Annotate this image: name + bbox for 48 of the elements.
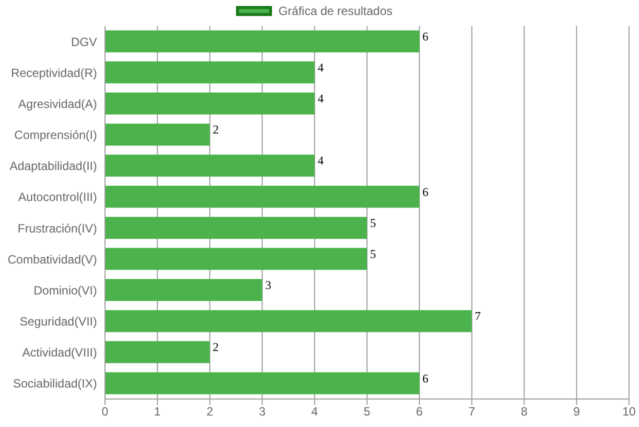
data-label: 6 [422,371,428,386]
x-tick-label: 1 [154,404,162,419]
bar [105,30,420,52]
bar [105,310,472,332]
data-label: 4 [318,60,324,74]
data-label: 7 [474,309,481,324]
y-tick-label: Receptividad(R) [10,66,97,80]
y-tick-label: Actividad(VIII) [22,346,97,360]
x-tick-label: 4 [311,404,318,419]
data-label: 6 [422,184,428,199]
y-tick-label: Dominio(VI) [34,283,97,298]
bar [105,372,420,394]
bar [105,186,420,208]
data-label: 3 [265,278,272,292]
x-tick-label: 6 [416,404,424,419]
data-label: 5 [370,216,376,230]
y-tick-label: Comprensión(I) [14,128,97,142]
x-tick-label: 9 [573,404,580,419]
y-tick-label: Frustración(IV) [18,221,97,236]
legend-label: Gráfica de resultados [278,4,393,18]
bar [105,216,367,239]
data-label: 5 [370,246,376,261]
data-label: 4 [318,154,324,168]
x-tick-label: 10 [622,404,636,419]
x-tick-label: 2 [206,404,214,419]
x-tick-label: 3 [258,404,266,419]
y-tick-label: DGV [70,34,97,49]
bar [105,92,315,115]
data-label: 2 [212,122,219,137]
bar [105,279,262,302]
data-label: 6 [422,29,428,44]
y-tick-label: Agresividad(A) [18,96,97,111]
bar [105,61,315,84]
y-tick-label: Autocontrol(III) [18,190,97,204]
x-tick-label: 5 [364,404,371,419]
data-label: 2 [212,340,219,354]
y-tick-label: Combatividad(V) [8,252,97,266]
bar [105,124,210,146]
y-tick-label: Adaptabilidad(II) [10,159,97,174]
data-label: 4 [318,92,324,106]
x-tick-label: 7 [468,404,476,419]
x-tick-label: 8 [520,404,528,419]
bar [105,154,315,177]
y-tick-label: Sociabilidad(IX) [12,376,97,391]
y-tick-label: Seguridad(VII) [20,314,97,329]
x-tick-label: 0 [102,404,109,419]
bar [105,341,210,364]
bar [105,248,367,270]
